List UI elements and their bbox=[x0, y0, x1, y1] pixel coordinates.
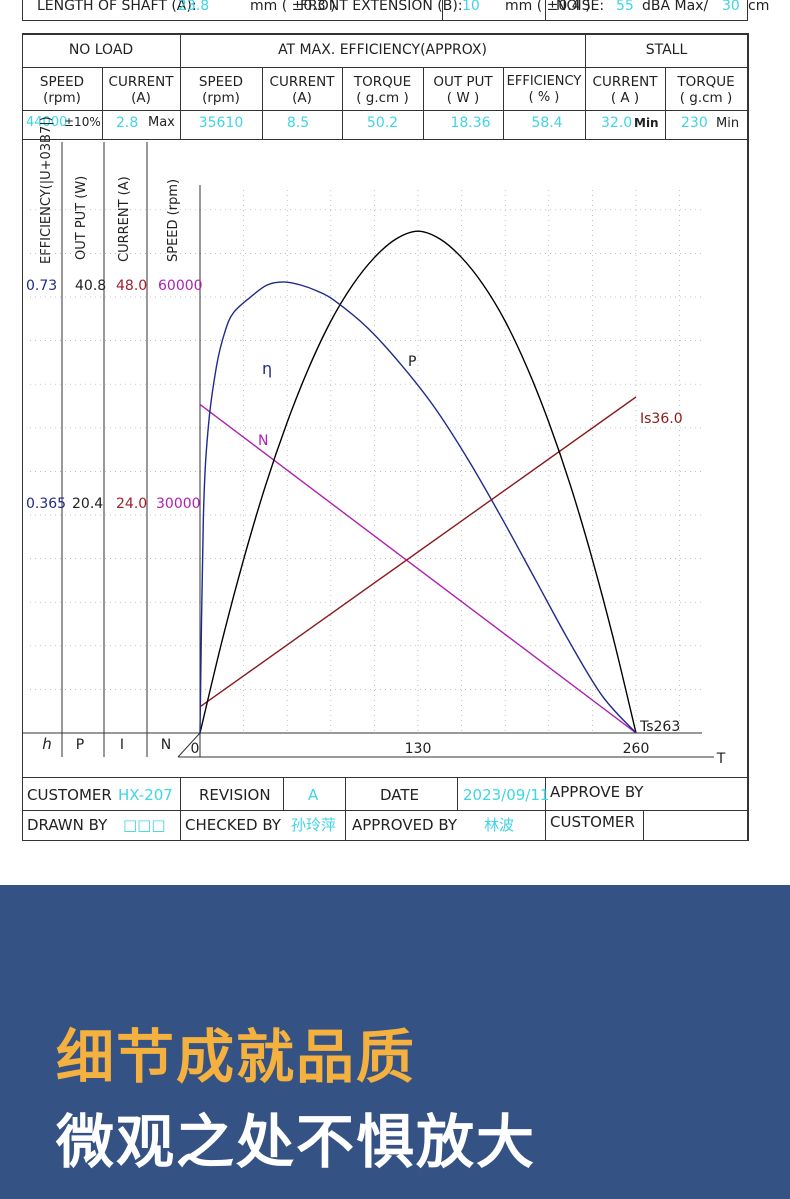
slogan-banner bbox=[0, 885, 790, 1199]
noise-value: 55 bbox=[616, 0, 634, 14]
checked-by-value: 孙玲萍 bbox=[291, 816, 337, 834]
col-header-me-torque: TORQUE( g.cm ) bbox=[353, 74, 412, 106]
noise-distance-unit: cm bbox=[748, 0, 770, 14]
group-stall: STALL bbox=[645, 42, 688, 58]
approve-by-label: APPROVE BY bbox=[550, 783, 644, 801]
front-unit: mm ( ±0.4 ) bbox=[505, 0, 591, 14]
tick-label-speed-top: 60000 bbox=[158, 278, 203, 294]
tick-label-cur-mid: 24.0 bbox=[116, 496, 147, 512]
tick-label-eff-mid: 0.365 bbox=[26, 496, 66, 512]
axis-diagonal bbox=[177, 732, 201, 758]
x-tick-label: 130 bbox=[405, 741, 432, 757]
label-current: Is36.0 bbox=[640, 411, 683, 427]
tick-label-eff-top: 0.73 bbox=[26, 278, 57, 294]
slogan-line-1: 细节成就品质 bbox=[56, 1023, 417, 1091]
st-current-value: 32.0 bbox=[601, 115, 633, 131]
slogan-line-2: 微观之处不惧放大 bbox=[56, 1108, 537, 1176]
noise-label: NOISE: bbox=[556, 0, 605, 14]
chart-labels: 0.73 40.8 48.0 60000 0.365 20.4 24.0 30000 h P I N 0… bbox=[26, 278, 726, 767]
col-header-me-efficiency: EFFICIENCY( % ) bbox=[506, 74, 582, 105]
performance-chart: 0.73 40.8 48.0 60000 0.365 20.4 24.0 30000 h P I N 0… bbox=[22, 142, 726, 767]
shaft-value: 23.8 bbox=[178, 0, 210, 14]
axis-letter-h: h bbox=[42, 735, 52, 753]
col-header-me-output: OUT PUT( W ) bbox=[433, 74, 493, 106]
series-line-is36.0 bbox=[199, 396, 637, 708]
chart-grid bbox=[30, 190, 702, 733]
drawn-by-label: DRAWN BY bbox=[27, 816, 108, 834]
checked-by-label: CHECKED BY bbox=[185, 816, 281, 834]
axis-letter-n: N bbox=[161, 737, 171, 753]
drawn-by-value: □□□ bbox=[123, 816, 166, 834]
st-current-note: Min bbox=[634, 116, 659, 130]
me-current-value: 8.5 bbox=[286, 115, 310, 131]
date-value: 2023/09/11 bbox=[463, 786, 550, 804]
nl-speed-value: 44000 bbox=[26, 115, 68, 130]
front-value: 10 bbox=[462, 0, 480, 14]
customer-label: CUSTOMER bbox=[27, 786, 112, 804]
group-max-efficiency: AT MAX. EFFICIENCY(APPROX) bbox=[278, 42, 487, 58]
label-efficiency: η bbox=[262, 359, 272, 378]
x-axis-label: T bbox=[716, 751, 726, 767]
st-torque-note: Min bbox=[716, 116, 740, 131]
revision-value: A bbox=[308, 786, 319, 804]
series-line-n bbox=[199, 403, 637, 734]
label-power: P bbox=[408, 354, 416, 370]
shaft-label: LENGTH OF SHAFT (A): bbox=[37, 0, 197, 14]
tick-label-speed-mid: 30000 bbox=[156, 496, 201, 512]
col-header-nl-current: CURRENT (A) bbox=[108, 74, 174, 106]
date-label: DATE bbox=[380, 786, 420, 804]
customer-approval-label: CUSTOMER bbox=[550, 813, 635, 831]
x-tick-label: 0 bbox=[191, 741, 200, 757]
axis-letter-p: P bbox=[76, 737, 84, 753]
revision-label: REVISION bbox=[199, 786, 271, 804]
label-speed: N bbox=[258, 433, 268, 449]
me-speed-value: 35610 bbox=[198, 115, 244, 131]
col-header-st-torque: TORQUE( g.cm ) bbox=[677, 74, 735, 106]
tick-label-cur-top: 48.0 bbox=[116, 278, 147, 294]
label-stall: Ts263 bbox=[639, 719, 680, 735]
tick-label-out-mid: 20.4 bbox=[72, 496, 103, 512]
approved-by-label: APPROVED BY bbox=[352, 816, 458, 834]
col-header-me-speed: SPEED (rpm) bbox=[198, 74, 244, 106]
series-line-p bbox=[199, 230, 637, 734]
chart-series bbox=[199, 230, 637, 734]
front-label: FRONT EXTENSION (B): bbox=[300, 0, 463, 14]
me-efficiency-value: 58.4 bbox=[531, 115, 563, 131]
noise-unit: dBA Max/ bbox=[642, 0, 709, 14]
me-torque-value: 50.2 bbox=[366, 115, 399, 131]
customer-value: HX-207 bbox=[118, 786, 173, 804]
st-torque-value: 230 bbox=[681, 115, 708, 131]
nl-current-value: 2.8 bbox=[116, 115, 139, 131]
me-output-value: 18.36 bbox=[450, 115, 491, 131]
noise-distance: 30 bbox=[722, 0, 740, 14]
col-header-nl-speed: SPEED (rpm) bbox=[39, 74, 85, 106]
nl-current-note: Max bbox=[148, 115, 175, 130]
series-line-efficiency bbox=[199, 281, 637, 734]
approved-by-value: 林波 bbox=[484, 816, 515, 834]
col-header-st-current: CURRENT( A ) bbox=[592, 74, 658, 106]
axis-letter-i: I bbox=[120, 737, 124, 753]
tick-label-out-top: 40.8 bbox=[75, 278, 106, 294]
group-no-load: NO LOAD bbox=[68, 42, 134, 58]
nl-speed-tolerance: ±10% bbox=[64, 115, 101, 129]
x-tick-label: 260 bbox=[623, 741, 650, 757]
shaft-unit: mm ( ±0.3 ) bbox=[250, 0, 336, 14]
col-header-me-current: CURRENT (A) bbox=[269, 74, 335, 106]
